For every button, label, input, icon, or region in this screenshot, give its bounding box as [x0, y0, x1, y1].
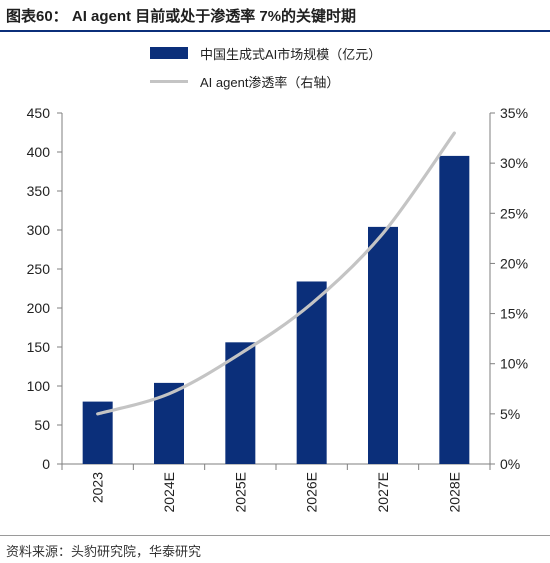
- legend-bar-label: 中国生成式AI市场规模（亿元）: [200, 46, 382, 62]
- title-divider: [0, 30, 550, 32]
- figure-title: 图表60： AI agent 目前或处于渗透率 7%的关键时期: [6, 5, 356, 26]
- x-tick-label: 2028E: [446, 472, 462, 512]
- right-tick-label: 20%: [500, 255, 528, 271]
- right-tick-label: 35%: [500, 105, 528, 121]
- left-tick-label: 100: [27, 378, 51, 394]
- x-axis: 2023 2024E 2025E 2026E 2027E 2028E: [61, 463, 491, 512]
- right-tick-label: 30%: [500, 155, 528, 171]
- source-note: 资料来源：头豹研究院，华泰研究: [6, 544, 202, 559]
- bar: [296, 281, 327, 464]
- bar: [439, 155, 470, 464]
- legend-item-bar: 中国生成式AI市场规模（亿元）: [150, 42, 381, 64]
- left-axis: 0 50 100 150 200 250 300 350 400 450: [27, 105, 63, 472]
- legend-line-label: AI agent渗透率（右轴）: [200, 74, 340, 90]
- source-divider: [0, 535, 550, 536]
- left-tick-label: 50: [34, 417, 50, 433]
- right-tick-label: 5%: [500, 406, 520, 422]
- left-tick-label: 400: [27, 144, 51, 160]
- chart-legend: 中国生成式AI市场规模（亿元） AI agent渗透率（右轴）: [150, 42, 381, 98]
- bar: [368, 226, 398, 464]
- left-tick-label: 450: [27, 105, 51, 121]
- line-series: [96, 131, 456, 416]
- x-tick-label: 2023: [90, 472, 106, 503]
- right-tick-label: 25%: [500, 205, 528, 221]
- right-axis: 0% 5% 10% 15% 20% 25% 30% 35%: [489, 105, 528, 472]
- legend-bar-swatch: [150, 47, 188, 59]
- left-tick-label: 350: [27, 183, 51, 199]
- penetration-line: [96, 131, 456, 416]
- legend-item-line: AI agent渗透率（右轴）: [150, 70, 381, 92]
- figure-title-text: AI agent 目前或处于渗透率 7%的关键时期: [71, 8, 357, 25]
- left-tick-label: 0: [42, 456, 50, 472]
- x-tick-label: 2026E: [304, 472, 320, 512]
- figure-label: 图表60：: [6, 8, 68, 25]
- legend-line-swatch: [150, 79, 188, 83]
- bar: [225, 342, 256, 464]
- bar-series: [82, 155, 470, 464]
- x-tick-label: 2025E: [232, 472, 248, 512]
- right-tick-label: 15%: [500, 306, 528, 322]
- left-tick-label: 150: [27, 339, 51, 355]
- x-tick-label: 2024E: [161, 472, 177, 512]
- right-tick-label: 10%: [500, 356, 528, 372]
- right-tick-label: 0%: [500, 456, 520, 472]
- left-tick-label: 250: [27, 261, 51, 277]
- x-tick-label: 2027E: [375, 472, 391, 512]
- left-tick-label: 200: [27, 300, 51, 316]
- left-tick-label: 300: [27, 222, 51, 238]
